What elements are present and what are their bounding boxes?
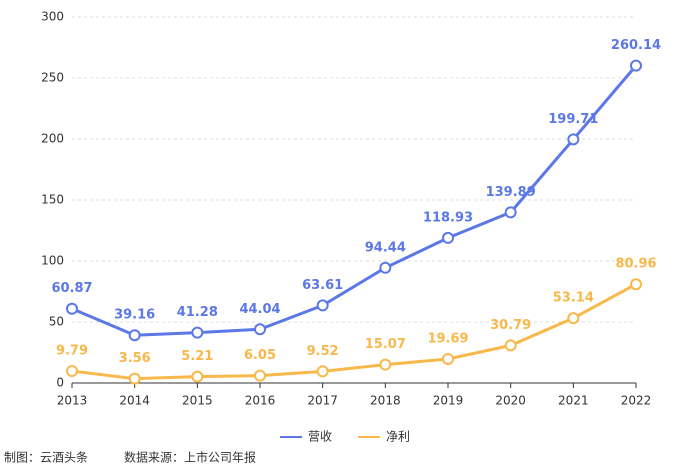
source: 数据来源：上市公司年报	[124, 450, 256, 465]
value-label: 199.71	[548, 112, 598, 127]
value-label: 80.96	[615, 257, 656, 272]
point	[567, 133, 580, 146]
value-label: 6.05	[244, 348, 276, 363]
point	[128, 372, 141, 385]
point	[504, 206, 517, 219]
point	[442, 231, 454, 244]
point	[191, 326, 204, 339]
y-tick-label: 0	[56, 376, 64, 390]
y-tick-label: 300	[41, 10, 64, 24]
value-label: 94.44	[365, 240, 406, 255]
note: 制图：云酒头条	[4, 451, 88, 465]
point	[66, 302, 78, 315]
series-line	[71, 64, 638, 337]
point	[630, 59, 642, 72]
value-label: 53.14	[553, 291, 594, 306]
y-tick-label: 50	[49, 315, 64, 329]
x-tick-label: 2021	[558, 394, 589, 408]
point	[442, 352, 454, 365]
x-tick-label: 2019	[433, 394, 464, 408]
x-tick-label: 2020	[495, 394, 526, 408]
value-label: 5.21	[181, 349, 213, 364]
value-label: 30.79	[490, 318, 531, 333]
value-label: 15.07	[365, 337, 406, 352]
x-tick-label: 2018	[370, 394, 401, 408]
value-label: 63.61	[302, 278, 343, 293]
x-tick-label: 2017	[307, 394, 338, 408]
x-tick-label: 2022	[621, 394, 652, 408]
point	[254, 369, 266, 382]
y-tick-label: 100	[41, 254, 64, 268]
y-tick-label: 200	[41, 132, 64, 146]
y-tick-label: 150	[41, 193, 64, 207]
y-tick-label: 250	[41, 71, 64, 85]
point	[128, 329, 141, 342]
point	[316, 299, 329, 312]
value-label: 9.79	[56, 344, 88, 359]
value-label: 9.52	[307, 344, 339, 359]
point	[630, 278, 642, 291]
point	[379, 358, 392, 371]
point	[191, 370, 204, 383]
value-label: 118.93	[423, 210, 473, 225]
value-label: 39.16	[114, 308, 155, 323]
x-tick-label: 2015	[182, 394, 213, 408]
value-label: 60.87	[51, 281, 92, 296]
legend-label: 净利	[386, 430, 410, 444]
x-tick-label: 2016	[245, 394, 276, 408]
value-label: 19.69	[427, 331, 468, 346]
point	[567, 312, 580, 325]
x-tick-label: 2014	[119, 394, 150, 408]
value-label: 41.28	[177, 305, 218, 320]
point	[379, 261, 392, 274]
point	[316, 365, 329, 378]
value-label: 3.56	[119, 351, 151, 366]
point	[504, 339, 517, 352]
series-line	[71, 282, 637, 381]
point	[66, 365, 78, 378]
point	[254, 323, 266, 336]
x-tick-label: 2013	[57, 394, 88, 408]
value-label: 260.14	[611, 38, 661, 53]
value-label: 139.89	[486, 185, 536, 200]
value-label: 44.04	[239, 302, 280, 317]
legend-label: 营收	[308, 430, 332, 444]
